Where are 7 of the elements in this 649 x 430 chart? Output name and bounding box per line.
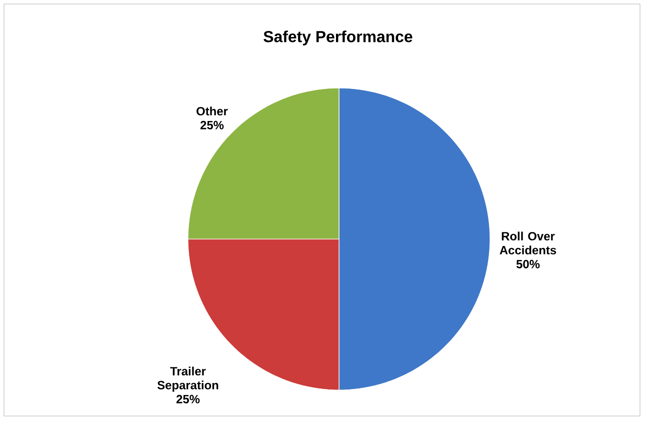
slice-label: Other [196, 106, 228, 116]
data-label: 25% [176, 394, 200, 404]
chart-title: Safety Performance [264, 30, 412, 46]
data-label: 50% [516, 260, 540, 268]
slice-label: Trailer Separation [157, 366, 218, 392]
slice-label: Roll Over Accidents [500, 232, 556, 254]
data-label: 25% [200, 120, 224, 130]
